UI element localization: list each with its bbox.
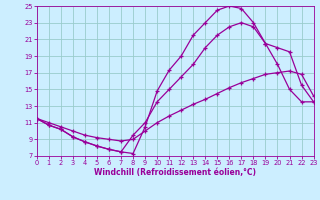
X-axis label: Windchill (Refroidissement éolien,°C): Windchill (Refroidissement éolien,°C)	[94, 168, 256, 177]
